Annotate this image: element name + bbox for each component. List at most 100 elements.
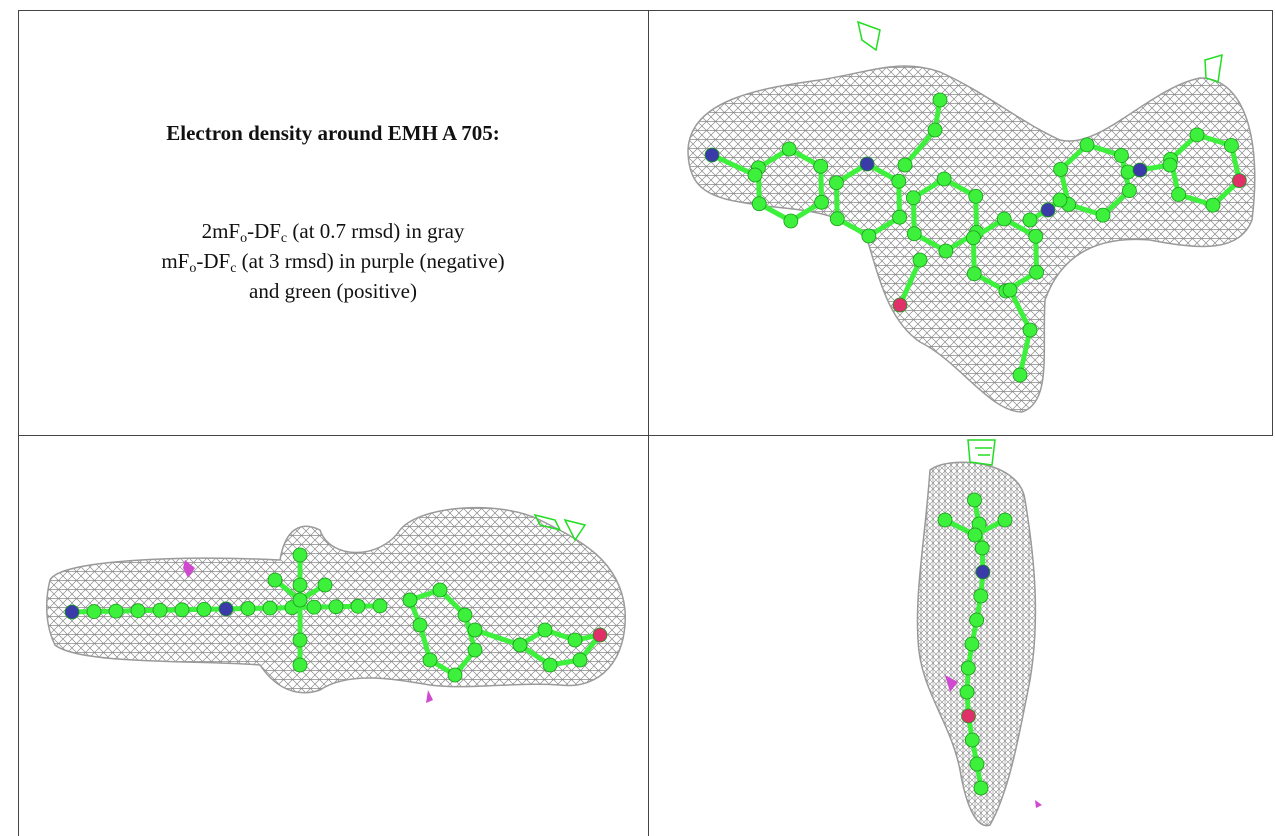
atom [783,213,799,229]
table-top-border [18,10,1273,11]
atom [328,599,344,615]
atom [813,158,829,174]
atom [751,196,767,212]
atom [859,156,875,172]
atom [432,582,448,598]
atom [747,167,763,183]
atom [1231,173,1247,189]
atom [108,603,124,619]
atom [306,599,322,615]
table-right-border [1272,10,1273,435]
atom [964,636,980,652]
atom [1028,228,1044,244]
atom [1052,192,1068,208]
atom [996,211,1012,227]
legend-line: and green (positive) [19,276,647,306]
atom [592,627,608,643]
positive-density [967,439,996,466]
atom [959,684,975,700]
atom [196,601,212,617]
legend-text: (at 0.7 rmsd) in gray [287,219,465,243]
atom [292,577,308,593]
atom [997,512,1013,528]
atom [1114,148,1129,163]
atom [240,601,256,616]
subscript: c [230,261,237,276]
atom [1121,183,1137,199]
atom [960,660,976,676]
atom [968,188,984,204]
atom [1022,212,1038,228]
atom [1029,264,1044,280]
atom [422,652,438,668]
legend-line: mFo-DFc (at 3 rmsd) in purple (negative) [19,246,647,276]
atom [512,637,528,653]
atom [1079,137,1095,153]
legend-text: 2mF [201,219,241,243]
atom [973,588,989,604]
atom [927,122,943,138]
atom [402,592,418,608]
atom [1095,207,1111,223]
atom [350,598,366,614]
atom [967,492,982,508]
atom [781,141,797,157]
atom [447,667,463,683]
atom [317,577,333,593]
caption-cell: Electron density around EMH A 705: 2mFo-… [19,11,647,434]
legend-text: mF [161,249,190,273]
atom [292,592,308,608]
subscript: o [240,231,248,246]
atom [829,211,845,227]
atom [932,92,948,108]
atom [704,147,720,163]
atom [906,190,921,206]
atom [64,604,80,620]
atom [1002,282,1018,298]
atom [152,602,168,618]
bond [897,258,923,307]
atom [292,547,308,563]
atom [892,209,907,225]
atom [1205,197,1221,213]
caption-title: Electron density around EMH A 705: [166,121,500,145]
atom [966,266,982,282]
atom [1189,127,1205,143]
view-end [916,439,1042,827]
atom [537,622,553,638]
atom [1053,161,1069,177]
legend-text: (at 3 rmsd) in purple (negative) [236,249,505,273]
atom [967,527,983,543]
view-top [687,20,1256,413]
atom [174,602,190,618]
subscript: c [280,231,288,246]
view-side [45,506,626,703]
legend-text: and green (positive) [249,279,417,303]
atom [974,540,990,556]
atom [897,157,913,173]
atom [912,252,928,268]
subscript: o [189,261,197,276]
atom [814,194,829,210]
atom [467,622,483,638]
atom [1224,138,1239,153]
atom [964,732,980,748]
atom [975,564,991,580]
atom [292,657,308,673]
legend-line: 2mFo-DFc (at 0.7 rmsd) in gray [19,216,647,246]
atom [1022,322,1038,338]
atom [130,603,146,619]
atom [572,652,588,668]
atom [892,297,908,313]
atom [372,598,388,614]
atom [829,175,844,191]
atom [1171,187,1186,202]
atom [966,230,981,246]
atom [292,632,308,648]
atom [1012,367,1028,383]
table-row-divider [18,435,1273,436]
atom [567,632,583,648]
table-column-divider [648,10,649,836]
atom [973,780,989,796]
atom [542,657,558,673]
